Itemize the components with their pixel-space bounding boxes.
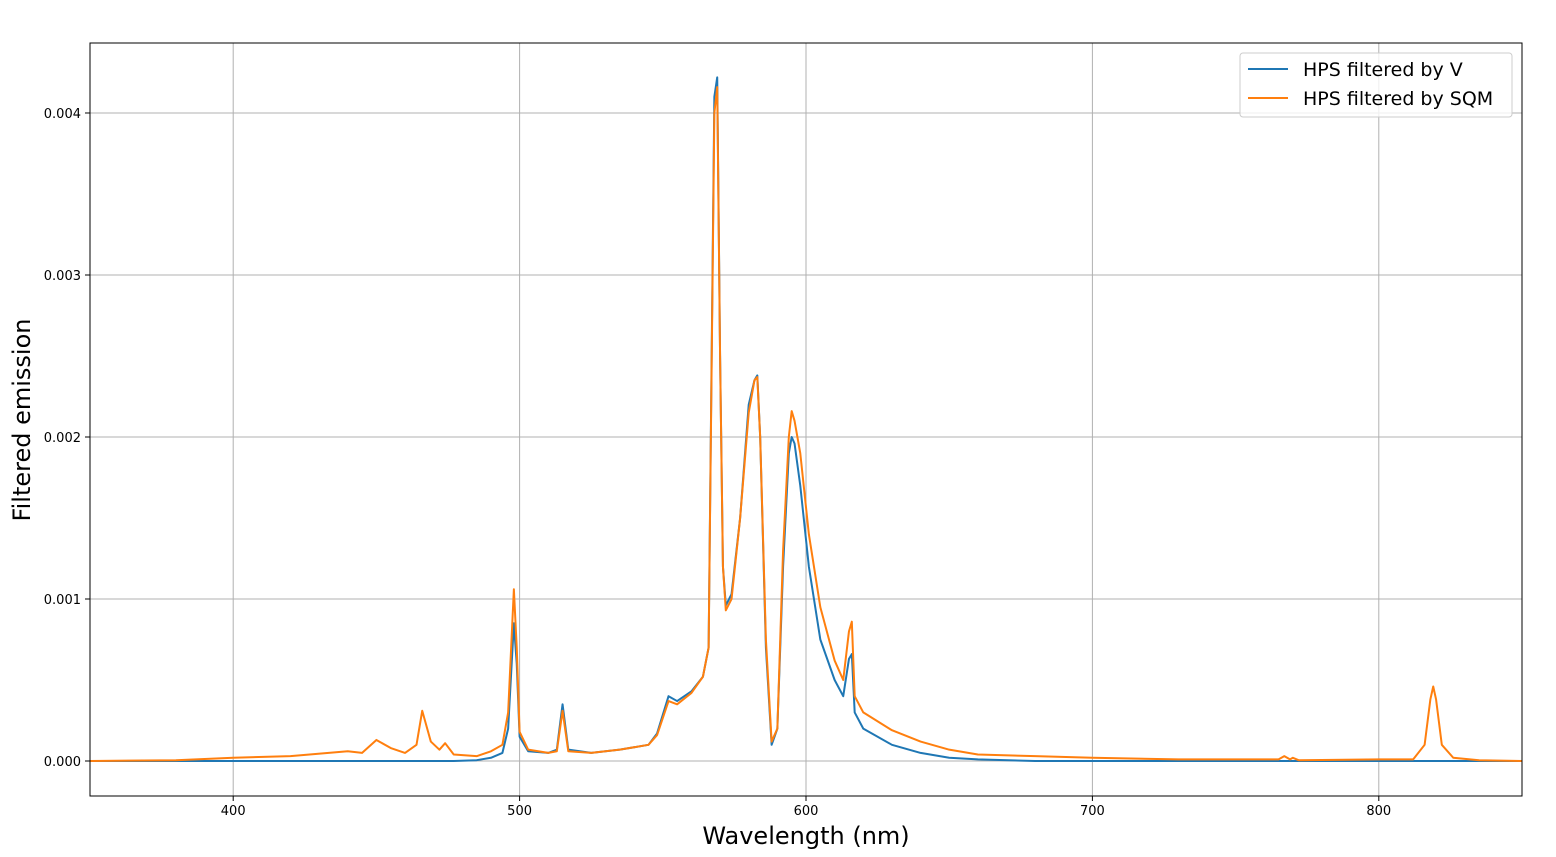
y-tick-label: 0.001 <box>44 593 81 608</box>
y-axis-label: Filtered emission <box>8 319 36 522</box>
legend-label: HPS filtered by SQM <box>1303 88 1493 110</box>
data-line <box>89 86 1523 763</box>
legend-box <box>1239 52 1513 118</box>
x-tick-label: 700 <box>1080 804 1105 819</box>
x-axis-label: Wavelength (nm) <box>702 822 909 850</box>
y-tick-label: 0.000 <box>44 755 81 770</box>
y-tick-label: 0.002 <box>44 431 81 446</box>
x-tick-label: 400 <box>221 804 246 819</box>
legend-label: HPS filtered by V <box>1303 59 1463 81</box>
y-tick-label: 0.003 <box>44 269 81 284</box>
plot-frame <box>89 42 1523 797</box>
legend: HPS filtered by V HPS filtered by SQM <box>1239 52 1513 118</box>
x-tick-label: 600 <box>794 804 819 819</box>
y-tick-label: 0.004 <box>44 107 81 122</box>
x-tick-label: 500 <box>507 804 532 819</box>
x-tick-label: 800 <box>1366 804 1391 819</box>
